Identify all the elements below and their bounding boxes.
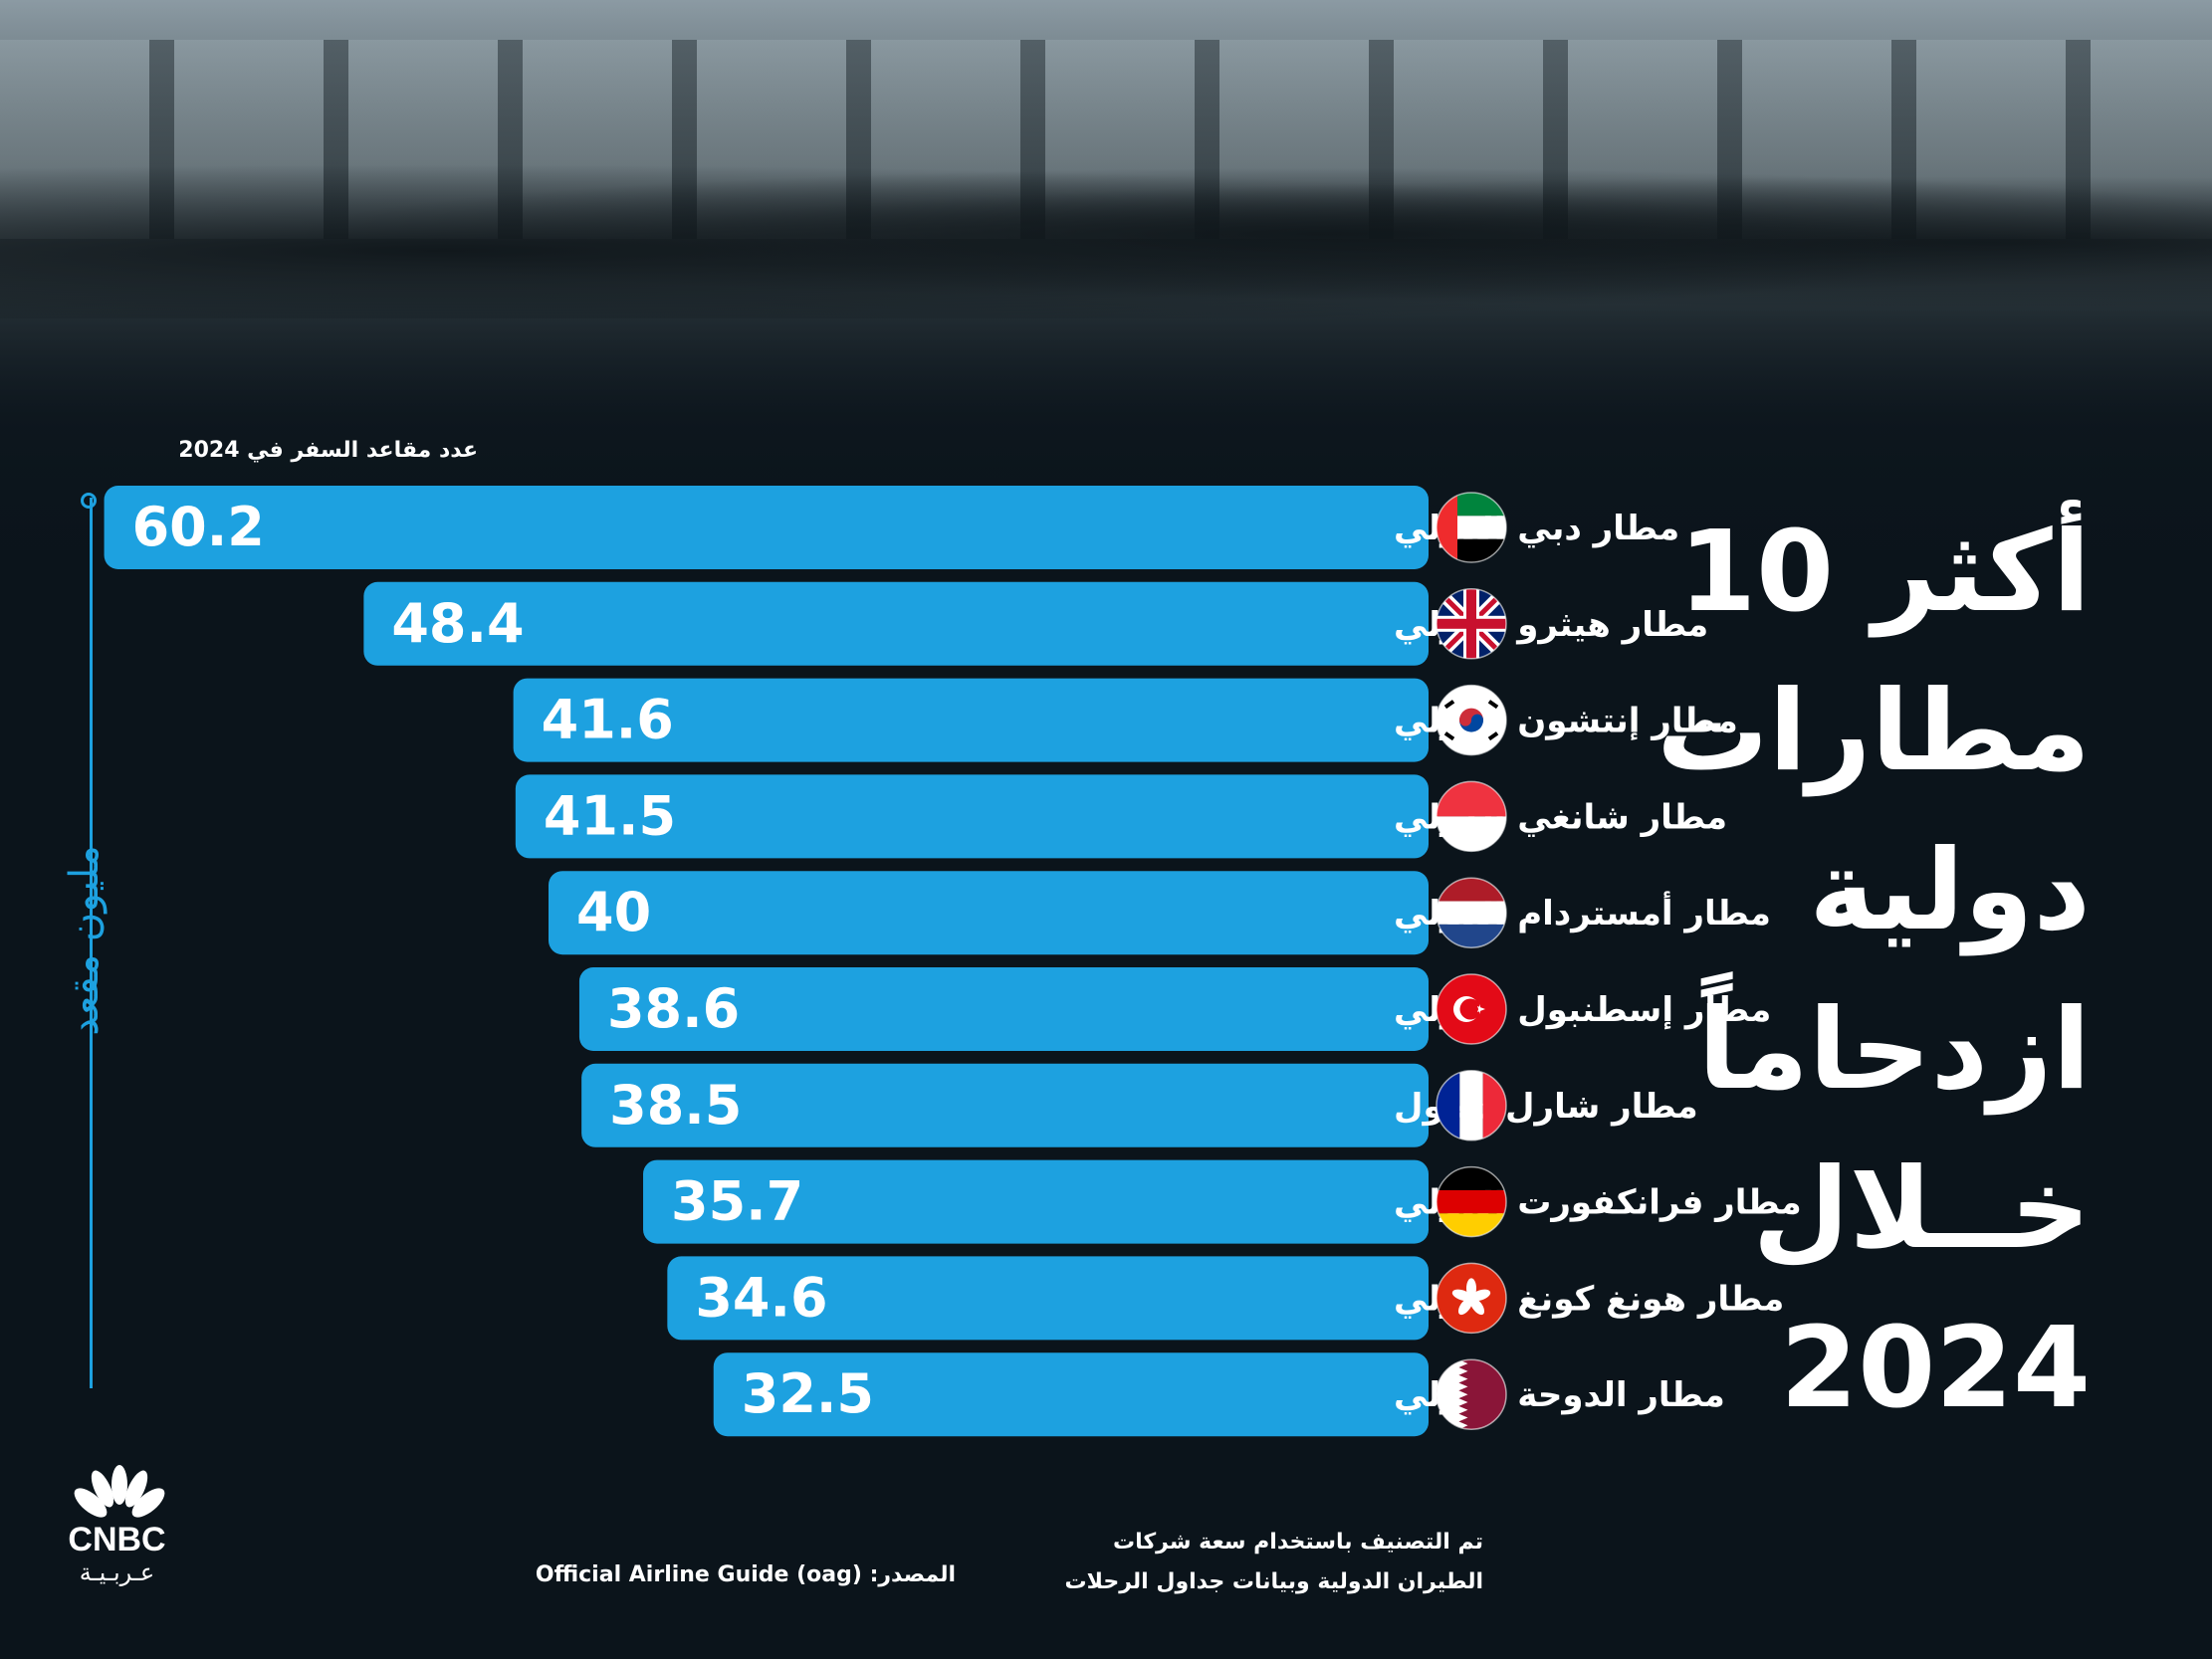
logo-subtitle: عـربـيـة bbox=[79, 1558, 155, 1586]
chart-subtitle: عدد مقاعد السفر في 2024 bbox=[178, 438, 478, 463]
footnote-line-1: تم التصنيف باستخدام سعة شركات bbox=[1112, 1530, 1483, 1555]
footnote-line-2: الطيران الدولية وبيانات جداول الرحلات bbox=[1064, 1569, 1483, 1594]
source-label: المصدر: bbox=[869, 1562, 956, 1587]
title-line-4: ازدحاماً bbox=[1697, 985, 2091, 1115]
bar bbox=[104, 486, 1430, 569]
bar bbox=[578, 967, 1429, 1051]
bar bbox=[667, 1256, 1429, 1341]
singapore-flag-icon bbox=[1436, 780, 1507, 853]
bar bbox=[363, 581, 1429, 666]
title-line-3: دولية bbox=[1809, 826, 2091, 955]
south-korea-flag-icon bbox=[1436, 684, 1507, 756]
axis-top-dot bbox=[81, 493, 97, 509]
background-crowd bbox=[0, 149, 2212, 318]
source-note: المصدر: Official Airline Guide (oag) bbox=[438, 1562, 956, 1587]
value-label: 34.6 bbox=[695, 1266, 827, 1329]
turkey-flag-icon bbox=[1436, 973, 1507, 1045]
logo-name: CNBC bbox=[68, 1521, 166, 1558]
value-label: 60.2 bbox=[132, 496, 265, 558]
title-line-1: أكثر 10 bbox=[1678, 508, 2091, 637]
infographic-title: أكثر 10 مطارات دولية ازدحاماً خــلال 202… bbox=[1553, 493, 2091, 1448]
value-label: 32.5 bbox=[742, 1362, 874, 1425]
netherlands-flag-icon bbox=[1436, 877, 1507, 948]
value-label: 38.6 bbox=[607, 977, 740, 1040]
bar bbox=[713, 1352, 1429, 1437]
title-line-2: مطارات bbox=[1657, 667, 2091, 796]
cnbc-peacock-icon bbox=[74, 1465, 165, 1518]
footnote: تم التصنيف باستخدام سعة شركات الطيران ال… bbox=[946, 1523, 1483, 1602]
value-label: 41.6 bbox=[542, 689, 674, 751]
title-line-5: خــلال bbox=[1752, 1144, 2092, 1274]
source-value: Official Airline Guide (oag) bbox=[535, 1562, 862, 1587]
uk-flag-icon bbox=[1436, 588, 1507, 660]
value-label: 38.5 bbox=[609, 1074, 742, 1137]
bar bbox=[513, 678, 1429, 762]
value-label: 35.7 bbox=[671, 1170, 803, 1233]
france-flag-icon bbox=[1436, 1070, 1507, 1141]
value-label: 48.4 bbox=[391, 592, 524, 655]
value-label: 41.5 bbox=[544, 784, 676, 847]
bar bbox=[643, 1159, 1429, 1244]
value-label: 40 bbox=[576, 881, 651, 943]
bar bbox=[515, 774, 1429, 859]
germany-flag-icon bbox=[1436, 1165, 1507, 1238]
bar bbox=[581, 1063, 1429, 1147]
uae-flag-icon bbox=[1436, 492, 1507, 563]
title-line-6: 2024 bbox=[1780, 1304, 2091, 1433]
axis-line bbox=[90, 498, 93, 1388]
hong-kong-flag-icon bbox=[1436, 1262, 1507, 1335]
qatar-flag-icon bbox=[1436, 1358, 1507, 1430]
bar bbox=[549, 871, 1429, 955]
